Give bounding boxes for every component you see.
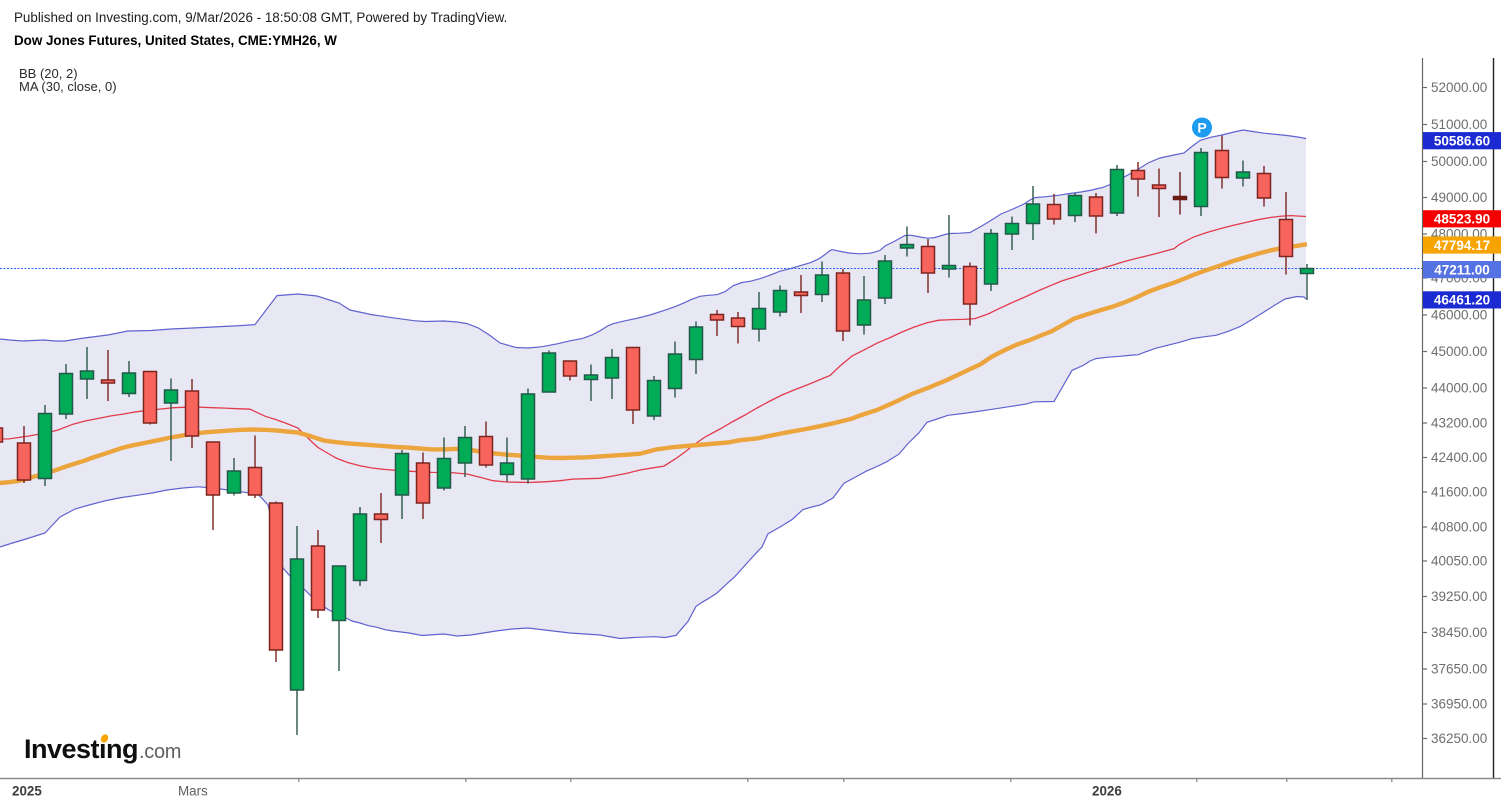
svg-text:42400.00: 42400.00 xyxy=(1431,450,1487,465)
svg-text:BB (20, 2): BB (20, 2) xyxy=(19,66,78,81)
svg-text:41600.00: 41600.00 xyxy=(1431,485,1487,500)
svg-text:2025: 2025 xyxy=(12,784,42,799)
svg-text:48523.90: 48523.90 xyxy=(1434,212,1490,227)
svg-text:52000.00: 52000.00 xyxy=(1431,80,1487,95)
svg-text:39250.00: 39250.00 xyxy=(1431,589,1487,604)
svg-text:51000.00: 51000.00 xyxy=(1431,117,1487,132)
svg-text:Mars: Mars xyxy=(178,784,208,799)
svg-text:38450.00: 38450.00 xyxy=(1431,625,1487,640)
svg-text:44000.00: 44000.00 xyxy=(1431,381,1487,396)
svg-text:50586.60: 50586.60 xyxy=(1434,134,1490,149)
svg-text:36250.00: 36250.00 xyxy=(1431,731,1487,746)
svg-text:MA (30, close, 0): MA (30, close, 0) xyxy=(19,79,117,94)
svg-text:.com: .com xyxy=(139,741,181,763)
svg-text:46000.00: 46000.00 xyxy=(1431,308,1487,323)
svg-text:40050.00: 40050.00 xyxy=(1431,554,1487,569)
svg-text:2026: 2026 xyxy=(1092,784,1122,799)
svg-text:37650.00: 37650.00 xyxy=(1431,662,1487,677)
svg-text:47794.17: 47794.17 xyxy=(1434,238,1490,253)
svg-text:46461.20: 46461.20 xyxy=(1434,293,1490,308)
svg-text:Investıng: Investıng xyxy=(24,734,138,764)
svg-text:Published on Investing.com, 9/: Published on Investing.com, 9/Mar/2026 -… xyxy=(14,10,507,25)
svg-text:50000.00: 50000.00 xyxy=(1431,154,1487,169)
svg-text:47211.00: 47211.00 xyxy=(1434,262,1490,277)
svg-text:P: P xyxy=(1197,120,1206,136)
svg-text:43200.00: 43200.00 xyxy=(1431,416,1487,431)
svg-text:49000.00: 49000.00 xyxy=(1431,190,1487,205)
svg-text:40800.00: 40800.00 xyxy=(1431,520,1487,535)
svg-text:36950.00: 36950.00 xyxy=(1431,697,1487,712)
svg-text:Dow Jones Futures, United Stat: Dow Jones Futures, United States, CME:YM… xyxy=(14,33,337,48)
svg-text:45000.00: 45000.00 xyxy=(1431,344,1487,359)
